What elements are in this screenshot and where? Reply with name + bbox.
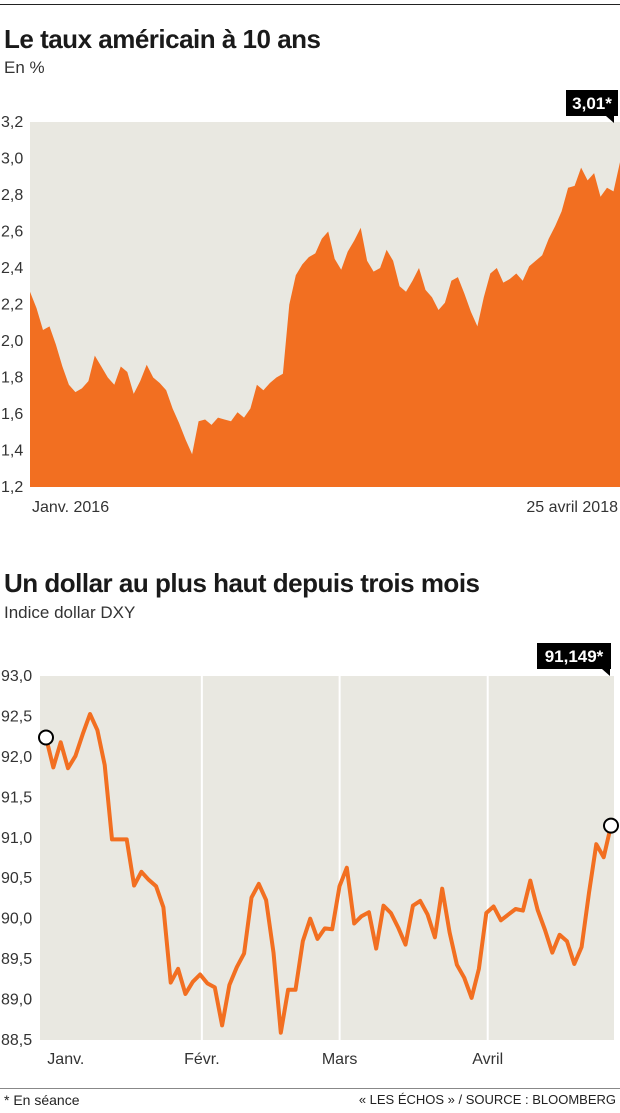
- chart2-start-marker: [38, 729, 54, 746]
- chart1-y-tick-label: 2,0: [1, 333, 23, 350]
- chart2-x-tick-label: Janv.: [47, 1051, 84, 1068]
- chart2-badge-pointer: [602, 669, 610, 676]
- chart2-y-tick-label: 91,0: [1, 830, 32, 847]
- chart2-svg: 88,5 89,0 89,5 90,0 90,5 91,0 91,5 92,0 92,5 93,0…: [1, 643, 619, 1068]
- chart1-y-tick-label: 1,6: [1, 406, 23, 423]
- chart1-y-tick-label: 2,4: [1, 260, 23, 277]
- chart2-badge: [537, 643, 611, 669]
- chart2-y-tick-label: 91,5: [1, 789, 32, 806]
- chart1-badge-pointer: [606, 116, 614, 123]
- chart1-subtitle: En %: [4, 58, 45, 77]
- chart2-badge-label: 91,149*: [545, 647, 604, 666]
- chart1-y-tick-label: 3,0: [1, 151, 23, 168]
- top-rule: [0, 4, 620, 5]
- chart1-x-start-label: Janv. 2016: [32, 499, 109, 516]
- chart2-y-tick-label: 90,5: [1, 870, 32, 887]
- footnote: * En séance: [4, 1092, 80, 1108]
- chart1-svg: 1,2 1,4 1,6 1,8 2,0 2,2 2,4 2,6 2,8 3,0 3,2 Janv. …: [1, 90, 620, 516]
- chart1-title: Le taux américain à 10 ans: [4, 24, 321, 54]
- chart2-y-tick-label: 89,0: [1, 992, 32, 1009]
- chart2-y-tick-label: 89,5: [1, 951, 32, 968]
- chart2-title: Un dollar au plus haut depuis trois mois: [4, 568, 480, 598]
- chart1-badge: [566, 90, 618, 116]
- chart2-line: [44, 712, 613, 1035]
- chart1-badge-label: 3,01*: [572, 94, 612, 113]
- chart1-y-tick-label: 2,2: [1, 297, 23, 314]
- chart2-y-tick-label: 90,0: [1, 911, 32, 928]
- chart1-y-tick-label: 1,8: [1, 370, 23, 387]
- source-credit: « LES ÉCHOS » / SOURCE : BLOOMBERG: [358, 1092, 616, 1107]
- chart2-subtitle: Indice dollar DXY: [4, 603, 136, 622]
- chart2-y-tick-label: 92,0: [1, 749, 32, 766]
- chart1-y-tick-label: 1,4: [1, 443, 23, 460]
- chart1-y-tick-label: 2,8: [1, 187, 23, 204]
- chart1-y-tick-label: 1,2: [1, 479, 23, 496]
- chart2-end-marker: [603, 817, 619, 834]
- chart2-y-tick-label: 93,0: [1, 668, 32, 685]
- footer-rule: [0, 1088, 620, 1089]
- chart2-x-tick-label: Mars: [322, 1051, 358, 1068]
- chart1-y-tick-label: 2,6: [1, 224, 23, 241]
- chart1-area: [30, 162, 620, 487]
- chart1-x-end-label: 25 avril 2018: [526, 499, 618, 516]
- chart2-x-tick-label: Févr.: [184, 1051, 220, 1068]
- chart2-y-tick-label: 92,5: [1, 708, 32, 725]
- chart2-plot-area: [40, 676, 614, 1040]
- chart1-y-tick-label: 3,2: [1, 114, 23, 131]
- chart2-x-tick-label: Avril: [472, 1051, 503, 1068]
- chart2-y-tick-label: 88,5: [1, 1032, 32, 1049]
